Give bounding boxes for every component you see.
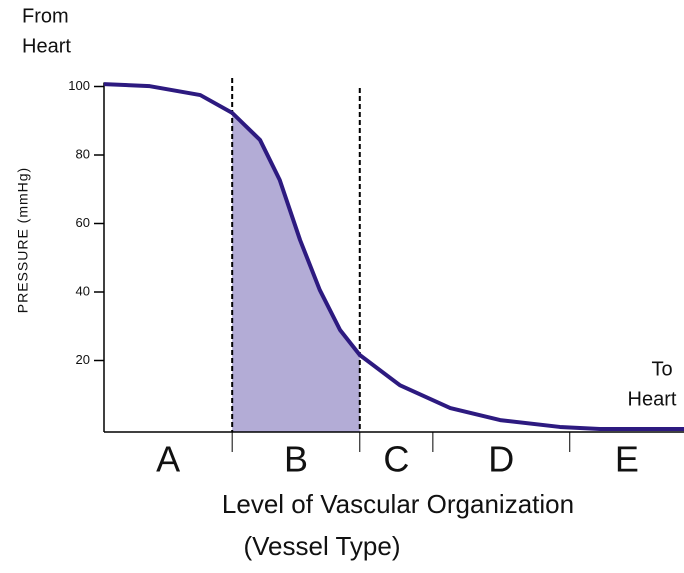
category-label: D xyxy=(488,439,514,480)
y-tick-label: 20 xyxy=(76,352,90,367)
category-label: E xyxy=(615,439,639,480)
start-label: Heart xyxy=(22,35,71,57)
y-axis-label: PRESSURE (mmHg) xyxy=(15,167,31,313)
end-label: Heart xyxy=(628,388,677,410)
x-axis-label: (Vessel Type) xyxy=(243,531,400,561)
end-label: To xyxy=(651,358,672,380)
pressure-line xyxy=(103,82,684,431)
y-tick-label: 100 xyxy=(68,78,90,93)
y-tick-label: 60 xyxy=(76,215,90,230)
category-label: A xyxy=(156,439,180,480)
category-label: B xyxy=(284,439,308,480)
highlight-area xyxy=(232,112,360,432)
y-tick-label: 80 xyxy=(76,146,90,161)
y-tick-label: 40 xyxy=(76,283,90,298)
x-axis-label: Level of Vascular Organization xyxy=(222,489,574,519)
category-label: C xyxy=(383,439,409,480)
start-label: From xyxy=(22,5,69,27)
